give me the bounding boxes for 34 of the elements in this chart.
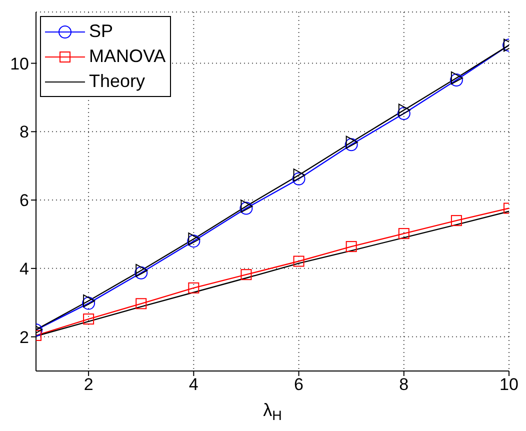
legend-label: SP: [89, 21, 114, 42]
point: [344, 138, 358, 152]
point: [83, 314, 94, 325]
point: [82, 296, 96, 310]
legend-label: Theory: [89, 71, 146, 92]
point: [293, 256, 304, 267]
y-tick-label: 10: [10, 54, 29, 74]
x-axis-title: λ$_{H}$: [263, 400, 282, 424]
point: [136, 298, 147, 310]
y-tick-label: 2: [20, 328, 29, 347]
x-tick-label: 6: [294, 375, 304, 394]
point: [450, 71, 463, 84]
y-tick-label: 4: [20, 259, 29, 278]
point: [398, 104, 410, 117]
point: [134, 266, 148, 280]
point: [292, 172, 306, 186]
point: [293, 168, 306, 182]
x-tick-label: 10: [500, 375, 518, 394]
point: [450, 74, 463, 87]
point: [136, 264, 148, 277]
x-tick-label: 2: [84, 375, 94, 394]
point: [240, 269, 252, 280]
point: [346, 136, 358, 149]
point: [450, 215, 462, 226]
point: [188, 282, 200, 294]
y-tick-label: 8: [20, 122, 29, 142]
x-tick-label: 8: [399, 375, 409, 394]
point: [83, 294, 96, 308]
point: [398, 228, 410, 240]
point: [397, 107, 410, 120]
y-tick-label: 6: [20, 191, 29, 210]
x-tick-label: 4: [188, 375, 198, 394]
legend-label: MANOVA: [89, 46, 166, 67]
point: [346, 241, 357, 252]
